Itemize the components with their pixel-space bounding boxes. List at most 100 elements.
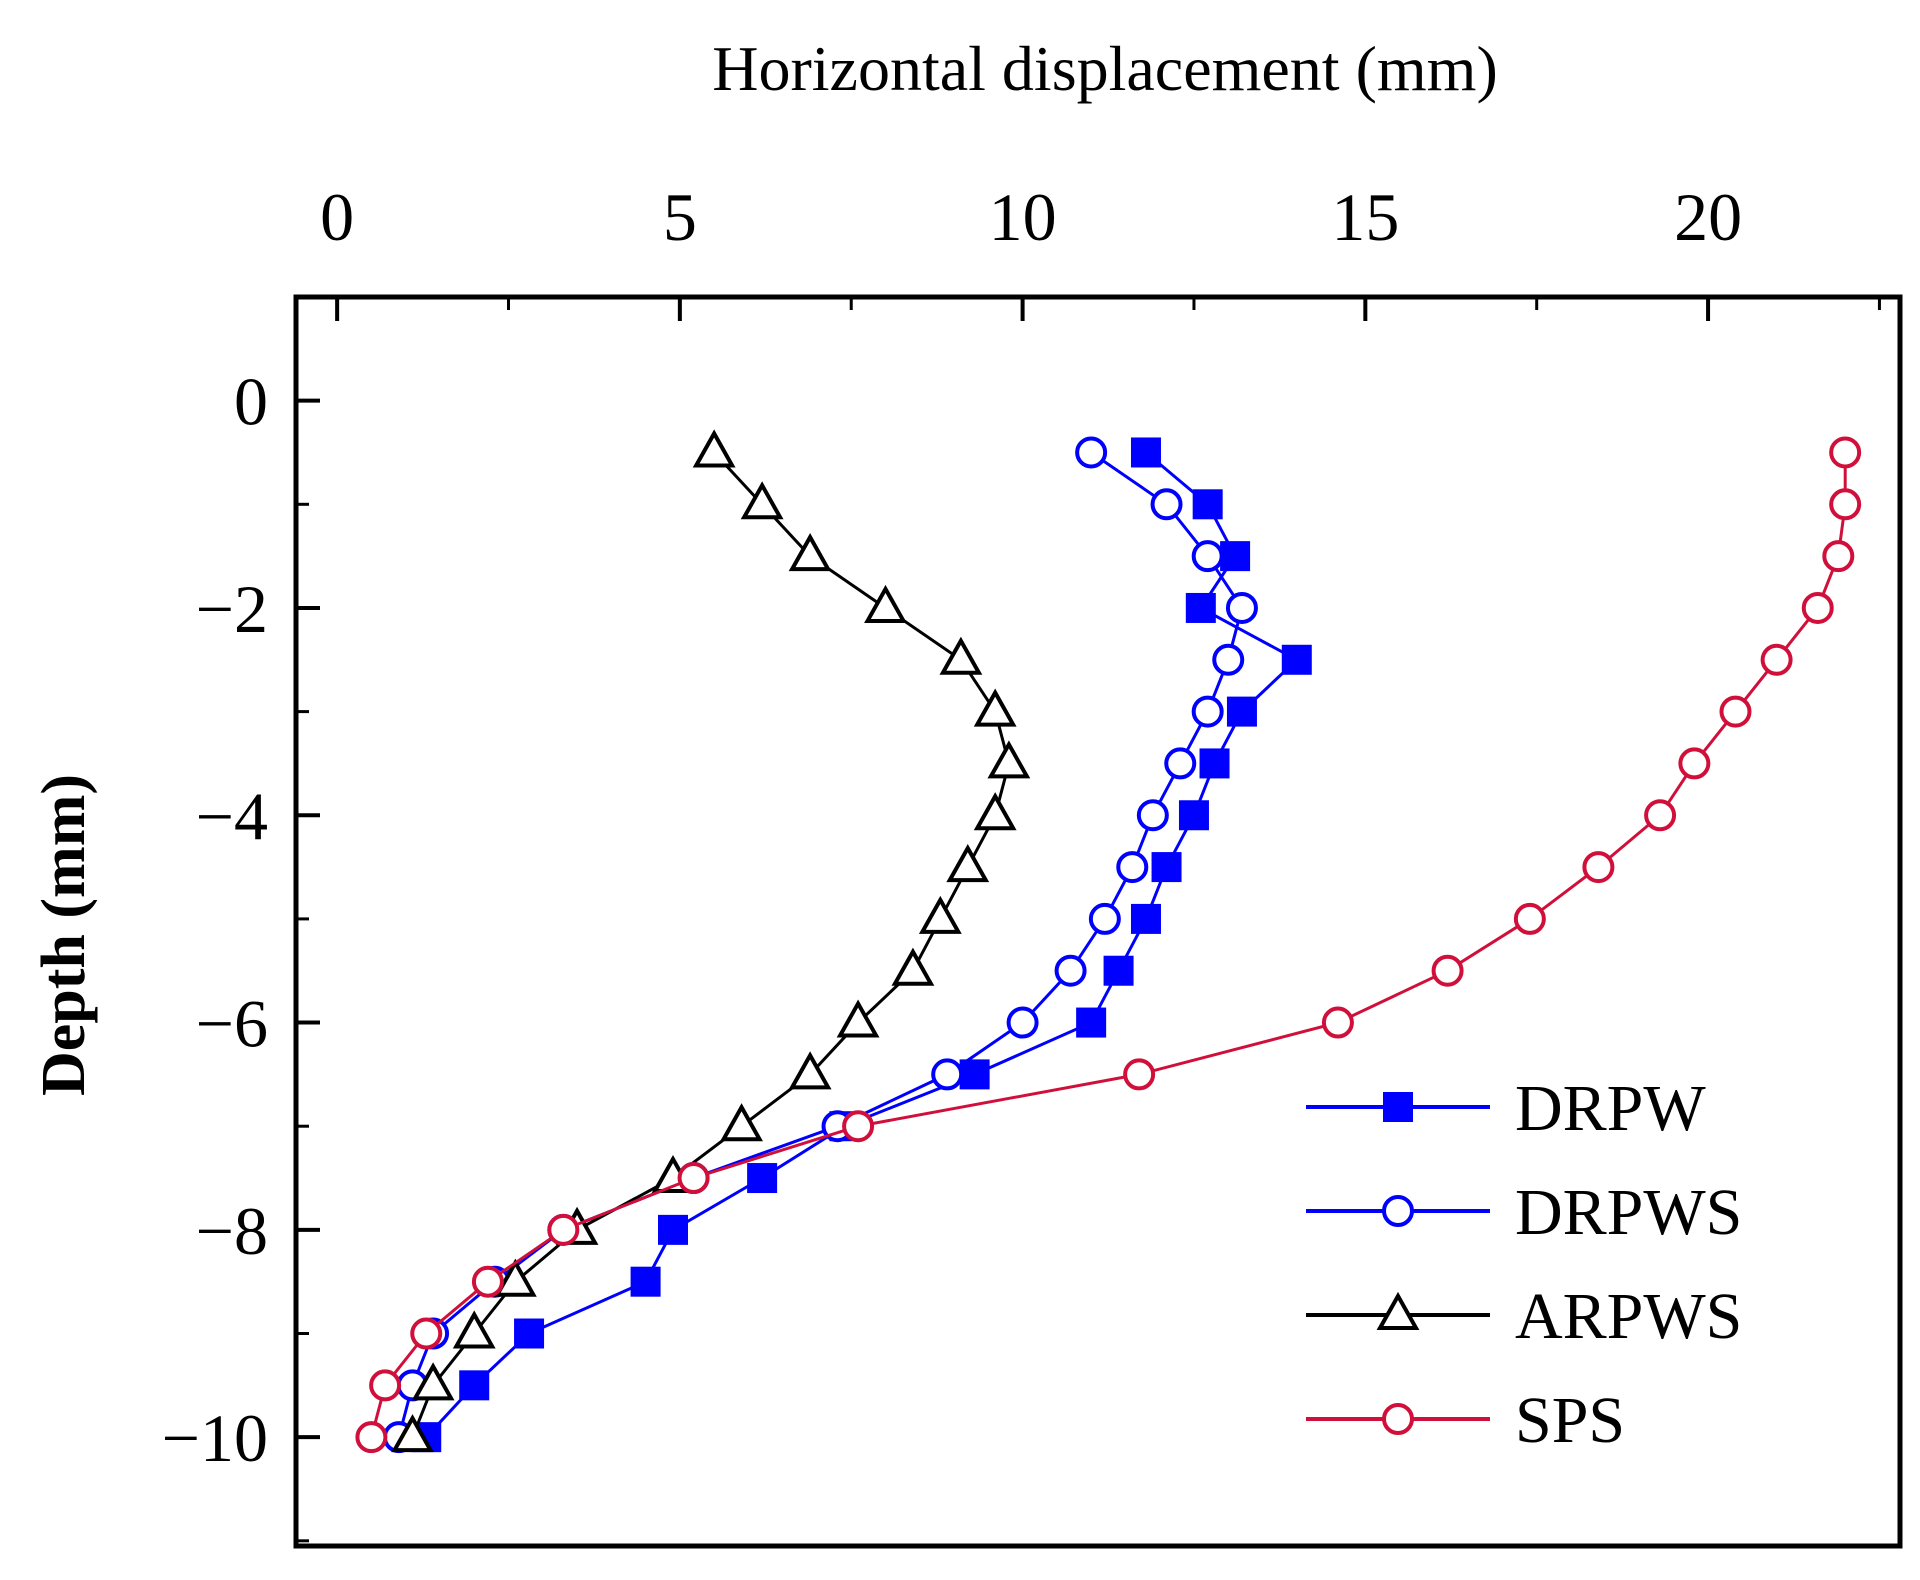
data-point-drpws: [931, 1058, 964, 1091]
data-point-arpws: [918, 895, 962, 934]
data-point-sps: [355, 1421, 388, 1454]
data-point-arpws: [939, 636, 983, 675]
data-point-sps: [1829, 488, 1862, 521]
y-tick-label: −10: [162, 1400, 268, 1476]
x-tick-label: 15: [1331, 179, 1399, 255]
data-point-drpws: [1212, 643, 1245, 676]
data-point-drpw: [1185, 592, 1216, 623]
data-point-sps: [1719, 695, 1752, 728]
data-point-arpws: [788, 1051, 832, 1090]
series-arpws: [391, 429, 1031, 1453]
data-point-arpws: [391, 1414, 434, 1453]
data-point-sps: [547, 1213, 580, 1246]
legend-marker: [1376, 1291, 1420, 1330]
data-point-arpws: [740, 481, 784, 520]
legend-marker: [1382, 1195, 1414, 1227]
data-point-arpws: [720, 1103, 763, 1142]
y-tick-label: −4: [196, 778, 268, 854]
data-point-drpw: [459, 1370, 490, 1401]
y-tick-label: −6: [196, 986, 268, 1062]
x-tick-label: 5: [663, 179, 697, 255]
data-point-arpws: [973, 688, 1017, 727]
data-point-drpw: [1199, 748, 1230, 779]
data-point-drpw: [514, 1318, 545, 1349]
series-layer: [355, 429, 1862, 1454]
data-point-arpws: [973, 792, 1017, 831]
data-point-drpws: [1006, 1006, 1039, 1039]
legend-item-sps: SPS: [1306, 1384, 1625, 1457]
data-point-drpws: [1054, 954, 1087, 987]
legend-item-drpw: DRPW: [1306, 1072, 1706, 1145]
series-sps: [355, 436, 1862, 1454]
data-point-sps: [1123, 1058, 1156, 1091]
data-point-arpws: [452, 1310, 496, 1349]
data-point-drpw: [1103, 955, 1134, 986]
legend-marker: [1383, 1092, 1413, 1122]
data-point-sps: [677, 1162, 710, 1195]
data-point-arpws: [411, 1362, 455, 1401]
data-point-arpws: [836, 999, 880, 1038]
legend-item-arpws: ARPWS: [1306, 1280, 1742, 1353]
data-point-sps: [842, 1110, 875, 1143]
legend-label: DRPWS: [1515, 1176, 1742, 1249]
data-point-drpw: [1130, 903, 1161, 934]
x-tick-label: 0: [320, 179, 354, 255]
legend-marker: [1382, 1403, 1414, 1435]
x-tick-group: 0510152025: [320, 179, 1881, 321]
x-tick-label: 20: [1674, 179, 1742, 255]
data-point-drpw: [1192, 489, 1223, 520]
data-point-sps: [1760, 643, 1793, 676]
data-point-drpw: [630, 1266, 661, 1297]
y-tick-label: −8: [196, 1193, 268, 1269]
data-point-drpw: [1220, 541, 1251, 572]
data-point-arpws: [987, 740, 1031, 779]
data-point-arpws: [891, 947, 935, 986]
data-point-drpw: [1130, 437, 1161, 468]
data-point-arpws: [864, 584, 907, 623]
data-point-sps: [1513, 902, 1546, 935]
x-axis-label: Horizontal displacement (mm): [712, 33, 1498, 104]
data-point-sps: [1829, 436, 1862, 469]
legend-label: DRPW: [1515, 1072, 1706, 1145]
data-point-sps: [410, 1317, 443, 1350]
series-line-drpw: [425, 451, 1300, 1439]
data-point-drpw: [1281, 644, 1312, 675]
series-drpws: [382, 436, 1258, 1454]
legend-item-drpws: DRPWS: [1306, 1176, 1742, 1249]
data-point-drpws: [1150, 488, 1183, 521]
data-point-drpw: [959, 1059, 990, 1090]
data-point-drpw: [1178, 800, 1209, 831]
data-point-arpws: [946, 844, 990, 883]
data-point-drpws: [1225, 591, 1258, 624]
data-point-drpws: [1136, 799, 1169, 832]
y-tick-label: −2: [196, 571, 268, 647]
data-point-drpws: [1116, 851, 1149, 884]
data-point-arpws: [788, 533, 832, 572]
x-tick-label: 10: [989, 179, 1057, 255]
data-point-arpws: [692, 429, 736, 468]
data-point-drpw: [1076, 1007, 1107, 1038]
data-point-drpws: [1164, 747, 1197, 780]
data-point-sps: [1801, 591, 1834, 624]
data-point-drpw: [658, 1214, 689, 1245]
y-tick-label: 0: [234, 364, 268, 440]
plot-frame: [293, 294, 1903, 1549]
y-tick-group: 0 −2 −4 −6 −8 −10: [162, 364, 320, 1543]
data-point-drpws: [1075, 436, 1108, 469]
legend-label: ARPWS: [1515, 1280, 1742, 1353]
y-axis-label: Depth (mm): [30, 774, 98, 1096]
data-point-sps: [1582, 851, 1615, 884]
data-point-drpws: [1088, 902, 1121, 935]
data-point-drpws: [1191, 695, 1224, 728]
data-point-sps: [1822, 540, 1855, 573]
legend: DRPW DRPWS ARPWS SPS: [1306, 1072, 1742, 1457]
legend-label: SPS: [1515, 1384, 1625, 1457]
data-point-drpw: [1151, 852, 1182, 883]
data-point-drpws: [1191, 540, 1224, 573]
data-point-drpw: [747, 1163, 778, 1194]
data-point-sps: [369, 1369, 402, 1402]
data-point-drpw: [1226, 696, 1257, 727]
data-point-arpws: [493, 1258, 537, 1297]
data-point-sps: [1644, 799, 1677, 832]
